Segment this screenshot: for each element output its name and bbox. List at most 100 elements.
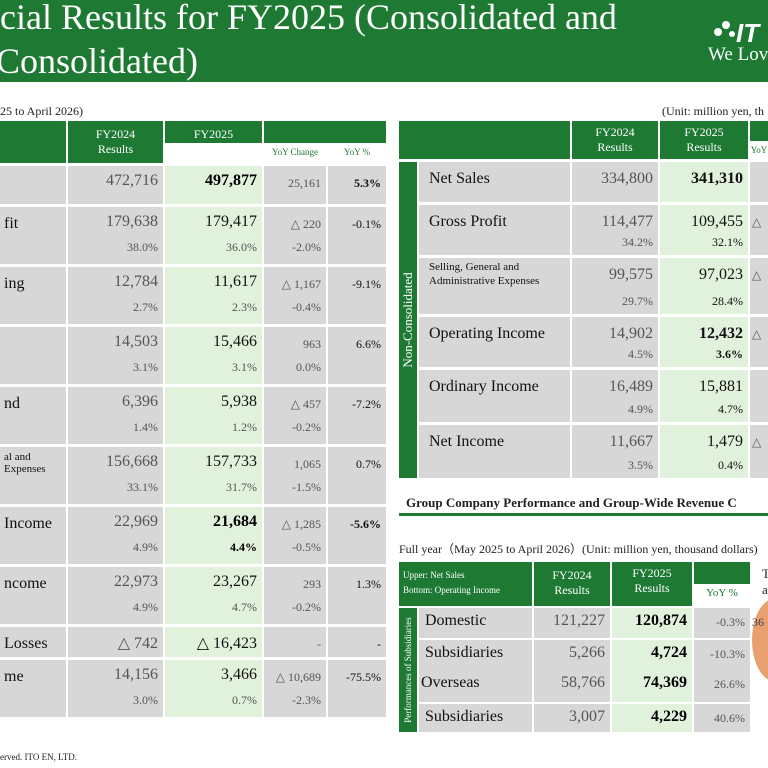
cell-yoy-pct: -5.6%: [328, 507, 386, 564]
header-fy2024: FY2024 Results: [68, 121, 163, 163]
cell-fy2025: 179,417: [165, 207, 262, 264]
header-banner: [0, 0, 768, 82]
cell-yoy-pct: -75.5%: [328, 660, 386, 717]
cell-fy2024: 99,575: [572, 258, 658, 314]
cell-fy2025: 497,877: [165, 166, 262, 204]
ratio-yoy: -0.4%: [292, 300, 321, 314]
cell-fy2024: 114,477: [572, 205, 658, 255]
ratio-fy2025: 4.7%: [718, 402, 743, 416]
cell-yoy-pct: -10.3%: [694, 640, 750, 670]
row-label: Overseas: [419, 670, 532, 702]
ratio-fy2024: 4.9%: [133, 540, 158, 554]
header-cell-blank: [399, 121, 570, 159]
row-label: Income: [0, 507, 66, 564]
row-label: Net Sales: [419, 162, 570, 202]
ratio-fy2025: 4.4%: [230, 540, 257, 554]
ratio-yoy: -0.2%: [292, 420, 321, 434]
cell-fy2024: △ 742: [68, 627, 163, 657]
non-consolidated-side-label: Non-Consolidated: [399, 162, 417, 478]
cell-fy2024: 16,489: [572, 370, 658, 422]
header-fy2024: FY2024 Results: [534, 562, 610, 606]
cell-yoy-pct: -7.2%: [328, 387, 386, 444]
cell-yoy-change: △ 1,285: [264, 507, 326, 564]
cell-fy2024: 156,668: [68, 447, 163, 504]
cell-fy2024: 12,784: [68, 267, 163, 324]
copyright: erved. ITO EN, LTD.: [0, 752, 77, 762]
ratio-fy2025: 0.4%: [718, 458, 743, 472]
row-label: me: [0, 660, 66, 717]
ratio-fy2024: 29.7%: [622, 294, 653, 308]
ratio-fy2024: 34.2%: [622, 235, 653, 249]
left-period: 25 to April 2026): [0, 104, 83, 118]
cell-fy2025: 109,455: [660, 205, 748, 255]
page-title-line2: Consolidated): [0, 41, 198, 81]
cell-fy2024: 179,638: [68, 207, 163, 264]
cell-yoy-pct: 0.7%: [328, 447, 386, 504]
row-label: Selling, General and Administrative Expe…: [419, 258, 570, 314]
cell-fy2025: 3,466: [165, 660, 262, 717]
cell-yoy-pct: -9.1%: [328, 267, 386, 324]
cell-fy2025: 12,432: [660, 317, 748, 367]
cell-fy2025: 4,724: [612, 640, 692, 670]
cell-fy2025: 74,369: [612, 670, 692, 702]
cell-yoy-pct: -: [328, 627, 386, 657]
header-yoy-band: [750, 121, 768, 141]
cell-fy2025: 157,733: [165, 447, 262, 504]
header-yoy-band: [694, 562, 750, 584]
group-section-title: Group Company Performance and Group-Wide…: [406, 495, 737, 510]
cell-yoy-pct: -0.1%: [328, 207, 386, 264]
logo-text: IT: [736, 18, 761, 48]
ito-en-logo: IT: [714, 18, 761, 48]
cell-fy2024: 11,667: [572, 425, 658, 478]
ratio-fy2025: 4.7%: [232, 600, 257, 614]
cell-yoy: △: [750, 205, 768, 255]
subsidiaries-side-label: Performances of Subsidiaries: [399, 608, 417, 732]
ratio-yoy: -2.3%: [292, 693, 321, 707]
subheader-yoy-change: YoY Change: [264, 143, 326, 163]
cell-fy2024: 22,973: [68, 567, 163, 624]
cell-yoy: △: [750, 425, 768, 478]
cell-yoy-pct: 5.3%: [328, 166, 386, 204]
cell-fy2025: 341,310: [660, 162, 748, 202]
header-fy2025: FY2025 Results: [660, 121, 748, 159]
ratio-fy2024: 3.0%: [133, 693, 158, 707]
cell-fy2025: 4,229: [612, 704, 692, 732]
header-yoy-band: [264, 121, 386, 143]
header-fy2025: FY2025 Results: [612, 562, 692, 606]
ratio-fy2025: 1.2%: [232, 420, 257, 434]
side-note-number: 36: [752, 615, 764, 629]
ratio-fy2024: 3.5%: [628, 458, 653, 472]
ratio-fy2025: 28.4%: [712, 294, 743, 308]
row-label: ncome: [0, 567, 66, 624]
ratio-fy2024: 2.7%: [133, 300, 158, 314]
cell-fy2024: 58,766: [534, 670, 610, 702]
cell-fy2024: 5,266: [534, 640, 610, 670]
cell-fy2024: 14,503: [68, 327, 163, 384]
cell-fy2024: 6,396: [68, 387, 163, 444]
cell-yoy: △: [750, 317, 768, 367]
subheader-yoy: YoY: [750, 141, 768, 159]
cell-yoy-change: 963: [264, 327, 326, 384]
section-divider: [399, 513, 768, 516]
cell-fy2025: 97,023: [660, 258, 748, 314]
subheader-yoy-pct: YoY %: [328, 143, 386, 163]
header-cell-blank: [0, 121, 66, 163]
cell-fy2025: 15,466: [165, 327, 262, 384]
pie-chart-fragment: [752, 598, 768, 682]
cell-fy2025: 120,874: [612, 608, 692, 638]
subheader-yoy-pct: YoY %: [694, 584, 750, 606]
cell-yoy-change: △ 10,689: [264, 660, 326, 717]
ratio-fy2024: 1.4%: [133, 420, 158, 434]
cell-fy2025: 15,881: [660, 370, 748, 422]
cell-yoy-change: -: [264, 627, 326, 657]
side-note-t: T: [762, 566, 768, 581]
header-upper-label: Upper: Net Sales: [403, 570, 465, 580]
row-label: ing: [0, 267, 66, 324]
cell-fy2025: 23,267: [165, 567, 262, 624]
cell-fy2024: 22,969: [68, 507, 163, 564]
cell-yoy-pct: -0.3%: [694, 608, 750, 638]
ratio-fy2025: 36.0%: [226, 240, 257, 254]
page-title: cial Results for FY2025 (Consolidated an…: [0, 0, 617, 37]
cell-yoy-change: 1,065: [264, 447, 326, 504]
row-label: al and Expenses: [0, 447, 66, 504]
